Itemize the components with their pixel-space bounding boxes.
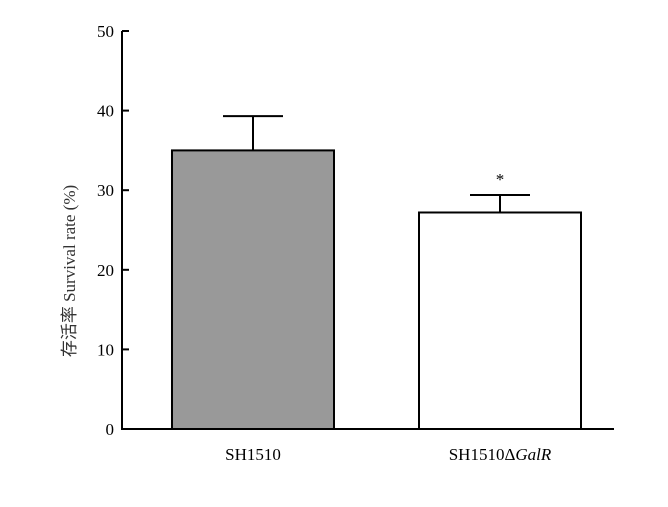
significance-marker: * xyxy=(496,170,505,189)
bars xyxy=(171,149,582,430)
category-label-base: SH1510 xyxy=(225,445,281,464)
y-tick-label: 20 xyxy=(97,261,114,280)
y-tick-label: 0 xyxy=(106,420,115,439)
bar xyxy=(418,211,582,430)
y-axis-ticks: 0 10 20 30 40 50 xyxy=(97,22,129,439)
category-labels: SH1510 SH1510ΔGalR xyxy=(225,445,552,464)
y-tick-label: 50 xyxy=(97,22,114,41)
y-axis-title: 存活率 Survival rate (%) xyxy=(60,185,79,357)
category-label-base: SH1510Δ xyxy=(449,445,516,464)
category-label-italic: GalR xyxy=(515,445,552,464)
error-bars xyxy=(223,115,530,213)
category-label: SH1510 xyxy=(225,445,281,464)
y-tick-label: 40 xyxy=(97,102,114,121)
bar xyxy=(171,149,335,430)
y-tick-label: 10 xyxy=(97,340,114,359)
annotations: * xyxy=(496,170,505,189)
category-label: SH1510ΔGalR xyxy=(449,445,552,464)
y-tick-label: 30 xyxy=(97,181,114,200)
